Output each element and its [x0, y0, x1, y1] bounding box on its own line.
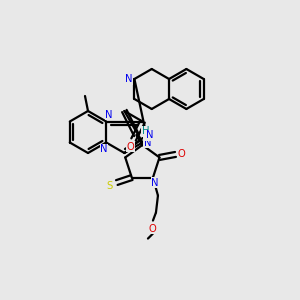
Text: N: N: [125, 74, 132, 84]
Text: O: O: [178, 149, 185, 159]
Text: N: N: [146, 130, 153, 140]
Text: O: O: [127, 142, 134, 152]
Text: N: N: [144, 137, 151, 148]
Text: N: N: [151, 178, 159, 188]
Text: N: N: [100, 145, 108, 154]
Text: O: O: [148, 224, 156, 234]
Text: S: S: [107, 181, 113, 190]
Text: H: H: [142, 126, 149, 136]
Text: N: N: [105, 110, 113, 119]
